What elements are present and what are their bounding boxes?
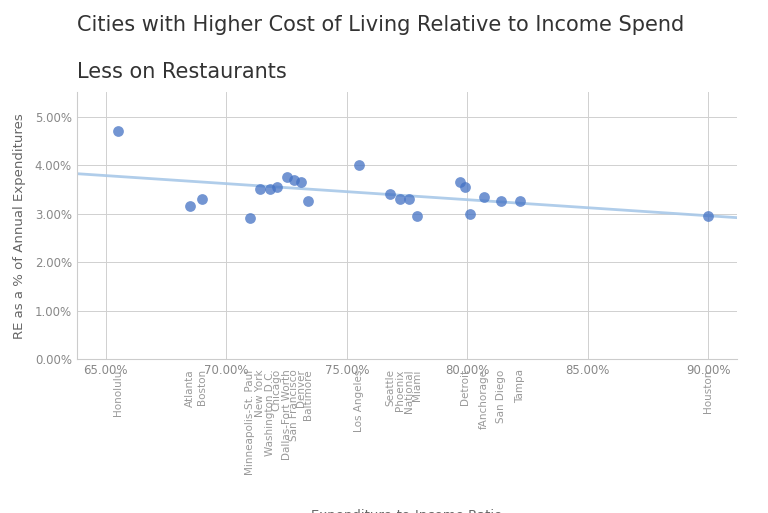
Text: Detroit: Detroit	[460, 369, 470, 405]
Point	[196, 195, 208, 203]
Text: Tampa: Tampa	[515, 369, 525, 403]
Point	[263, 185, 276, 193]
Point	[702, 212, 714, 220]
Text: Honolulu: Honolulu	[113, 369, 123, 416]
Text: National: National	[405, 369, 415, 413]
Text: Boston: Boston	[197, 369, 207, 405]
Point	[495, 198, 507, 206]
Text: Atlanta: Atlanta	[185, 369, 195, 407]
Text: Dallas-Fort Worth: Dallas-Fort Worth	[282, 369, 292, 460]
Text: San Diego: San Diego	[496, 369, 506, 423]
X-axis label: Expenditure-to-Income Ratio: Expenditure-to-Income Ratio	[311, 509, 503, 513]
Text: Minneapolis-St. Paul: Minneapolis-St. Paul	[245, 369, 255, 475]
Text: Less on Restaurants: Less on Restaurants	[77, 62, 286, 82]
Point	[403, 195, 415, 203]
Text: Washington D.C.: Washington D.C.	[265, 369, 275, 456]
Point	[111, 127, 124, 135]
Point	[302, 198, 314, 206]
Point	[254, 185, 266, 193]
Y-axis label: RE as a % of Annual Expenditures: RE as a % of Annual Expenditures	[14, 113, 26, 339]
Text: Chicago: Chicago	[272, 369, 282, 411]
Text: fAnchorage: fAnchorage	[479, 369, 489, 429]
Text: Seattle: Seattle	[386, 369, 396, 406]
Text: Phoenix: Phoenix	[395, 369, 405, 411]
Point	[271, 183, 283, 191]
Point	[353, 161, 365, 169]
Point	[280, 173, 293, 181]
Point	[454, 178, 466, 186]
Point	[295, 178, 307, 186]
Point	[287, 175, 300, 184]
Text: Los Angeles: Los Angeles	[354, 369, 364, 432]
Text: Baltimore: Baltimore	[303, 369, 313, 420]
Point	[394, 195, 406, 203]
Text: New York: New York	[255, 369, 265, 417]
Point	[384, 190, 396, 199]
Text: Miami: Miami	[412, 369, 422, 401]
Point	[478, 192, 490, 201]
Point	[244, 214, 257, 223]
Text: Denver: Denver	[296, 369, 306, 407]
Text: Cities with Higher Cost of Living Relative to Income Spend: Cities with Higher Cost of Living Relati…	[77, 15, 684, 35]
Text: San Francisco: San Francisco	[289, 369, 299, 441]
Text: Houston: Houston	[703, 369, 713, 413]
Point	[515, 198, 527, 206]
Point	[184, 202, 197, 210]
Point	[411, 212, 423, 220]
Point	[464, 209, 476, 218]
Point	[458, 183, 471, 191]
